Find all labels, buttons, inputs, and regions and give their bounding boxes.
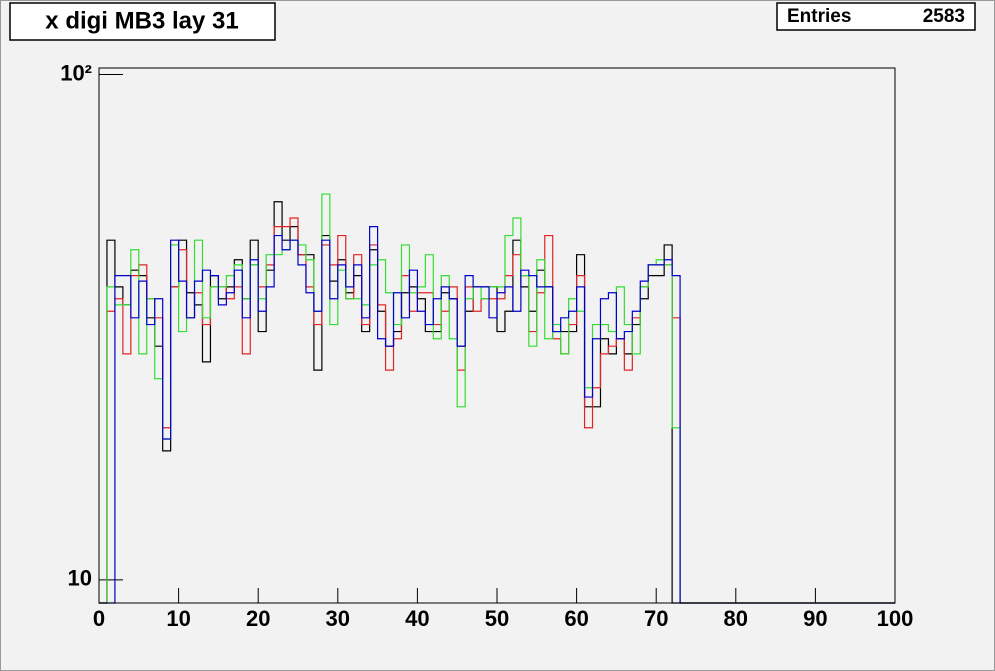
x-tick-label: 30	[326, 606, 350, 631]
x-tick-label: 90	[803, 606, 827, 631]
stats-label: Entries	[787, 6, 851, 27]
x-tick-label: 60	[564, 606, 588, 631]
stats-box	[776, 2, 976, 31]
x-tick-label: 0	[93, 606, 105, 631]
x-tick-label: 20	[246, 606, 270, 631]
histogram-line	[99, 226, 895, 604]
x-tick-label: 80	[724, 606, 748, 631]
x-tick-label: 10	[166, 606, 190, 631]
y-tick-label: 10	[68, 566, 92, 591]
x-tick-label: 50	[485, 606, 509, 631]
x-tick-label: 70	[644, 606, 668, 631]
x-tick-label: 100	[877, 606, 914, 631]
y-tick-label: 10²	[60, 60, 92, 85]
x-tick-label: 40	[405, 606, 429, 631]
title-box	[9, 2, 276, 41]
chart-title: x digi MB3 lay 31	[45, 7, 238, 34]
plot-frame	[98, 67, 896, 604]
stats-value: 2583	[923, 6, 965, 27]
